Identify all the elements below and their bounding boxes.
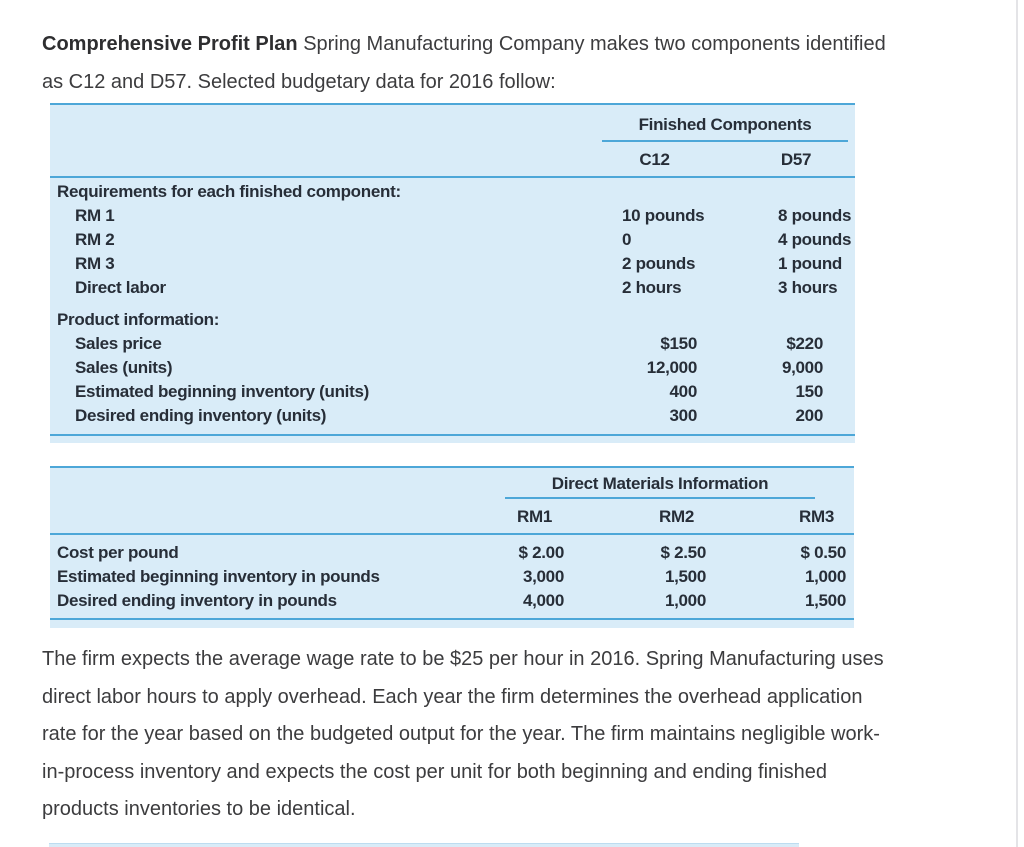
table1-col-d57: D57 — [780, 150, 812, 169]
product-information-section: Product information: Sales price $150 $2… — [50, 308, 855, 428]
row-label: Sales (units) — [75, 358, 173, 377]
row-label: Desired ending inventory in pounds — [57, 591, 337, 610]
table-row: Direct labor 2 hours 3 hours — [50, 276, 855, 300]
c12-value: 0 — [622, 230, 632, 249]
table-row: Estimated beginning inventory (units) 40… — [50, 380, 855, 404]
closing-line: rate for the year based on the budgeted … — [42, 723, 880, 745]
table2-bottom-rule — [50, 618, 854, 628]
table-row: Sales price $150 $220 — [50, 332, 855, 356]
finished-components-table: Finished Components C12 D57 Requirements… — [50, 103, 855, 443]
table-row: Estimated beginning inventory in pounds … — [50, 565, 854, 589]
table2-header: Direct Materials Information RM1 RM2 RM3 — [50, 468, 854, 535]
table1-label-spacer — [50, 150, 597, 170]
table-row: Sales (units) 12,000 9,000 — [50, 356, 855, 380]
c12-value: 300 — [669, 406, 698, 425]
d57-value: 8 pounds — [778, 206, 852, 225]
table2-label-spacer — [50, 507, 454, 527]
table2-col-rm2: RM2 — [659, 507, 694, 526]
rm2-value: $ 2.50 — [660, 543, 707, 562]
requirements-section-header: Requirements for each finished component… — [57, 182, 401, 201]
rm3-value: $ 0.50 — [800, 543, 847, 562]
intro-line-2: as C12 and D57. Selected budgetary data … — [42, 70, 556, 93]
problem-title: Comprehensive Profit Plan — [42, 33, 298, 55]
direct-materials-table: Direct Materials Information RM1 RM2 RM3… — [50, 466, 854, 628]
d57-value: 1 pound — [778, 254, 842, 273]
table2-body: Cost per pound $ 2.00 $ 2.50 $ 0.50 Esti… — [50, 535, 854, 613]
table1-header: Finished Components C12 D57 — [50, 105, 855, 178]
closing-line: direct labor hours to apply overhead. Ea… — [42, 685, 863, 708]
c12-value: 400 — [669, 382, 698, 401]
c12-value: 10 pounds — [622, 206, 705, 225]
rm2-value: 1,500 — [664, 567, 706, 586]
row-label: Direct labor — [75, 278, 166, 297]
table-row: Desired ending inventory in pounds 4,000… — [50, 589, 854, 613]
page-edge-divider — [1016, 0, 1018, 847]
requirements-section: Requirements for each finished component… — [50, 178, 855, 300]
c12-value: 2 pounds — [622, 254, 696, 273]
rm3-value: 1,000 — [804, 567, 846, 586]
row-label: Desired ending inventory (units) — [75, 406, 327, 425]
d57-value: 3 hours — [778, 278, 838, 297]
page-content: Comprehensive Profit Plan Spring Manufac… — [42, 0, 974, 829]
closing-line: The firm expects the average wage rate t… — [42, 648, 884, 670]
d57-value: 4 pounds — [778, 230, 852, 249]
d57-value: $220 — [786, 334, 823, 353]
closing-line: in-process inventory and expects the cos… — [42, 760, 827, 783]
row-label: RM 1 — [75, 206, 115, 225]
c12-value: $150 — [660, 334, 697, 353]
intro-line-1: Comprehensive Profit Plan Spring Manufac… — [42, 26, 974, 64]
c12-value: 12,000 — [646, 358, 698, 377]
rm3-value: 1,500 — [804, 591, 846, 610]
closing-line: products inventories to be identical. — [42, 798, 356, 820]
row-label: Sales price — [75, 334, 162, 353]
d57-value: 9,000 — [781, 358, 823, 377]
table2-col-rm1: RM1 — [517, 507, 552, 526]
row-label: Estimated beginning inventory in pounds — [57, 567, 380, 586]
table2-col-rm3: RM3 — [799, 507, 834, 526]
intro-paragraph: Comprehensive Profit Plan Spring Manufac… — [42, 26, 974, 101]
next-table-cutoff-sliver — [49, 843, 799, 847]
row-label: Estimated beginning inventory (units) — [75, 382, 369, 401]
table-row: Cost per pound $ 2.00 $ 2.50 $ 0.50 — [50, 541, 854, 565]
row-label: RM 3 — [75, 254, 115, 273]
table1-bottom-rule — [50, 434, 855, 443]
row-label: Cost per pound — [57, 543, 179, 562]
row-label: RM 2 — [75, 230, 115, 249]
table-row: RM 1 10 pounds 8 pounds — [50, 204, 855, 228]
table-row: RM 3 2 pounds 1 pound — [50, 252, 855, 276]
c12-value: 2 hours — [622, 278, 682, 297]
table1-group-header: Finished Components — [602, 115, 848, 142]
table-row: Desired ending inventory (units) 300 200 — [50, 404, 855, 428]
table-row: RM 2 0 4 pounds — [50, 228, 855, 252]
intro-line-1-text: Spring Manufacturing Company makes two c… — [303, 33, 886, 55]
d57-value: 150 — [795, 382, 824, 401]
table1-col-c12: C12 — [639, 150, 670, 169]
d57-value: 200 — [795, 406, 824, 425]
rm1-value: 4,000 — [522, 591, 564, 610]
closing-paragraph: The firm expects the average wage rate t… — [42, 641, 974, 829]
table2-group-header: Direct Materials Information — [505, 474, 815, 499]
table2-column-headers: RM1 RM2 RM3 — [50, 499, 854, 533]
product-section-header: Product information: — [57, 310, 220, 329]
rm1-value: 3,000 — [522, 567, 564, 586]
rm2-value: 1,000 — [664, 591, 706, 610]
rm1-value: $ 2.00 — [518, 543, 565, 562]
table1-column-headers: C12 D57 — [50, 142, 855, 176]
